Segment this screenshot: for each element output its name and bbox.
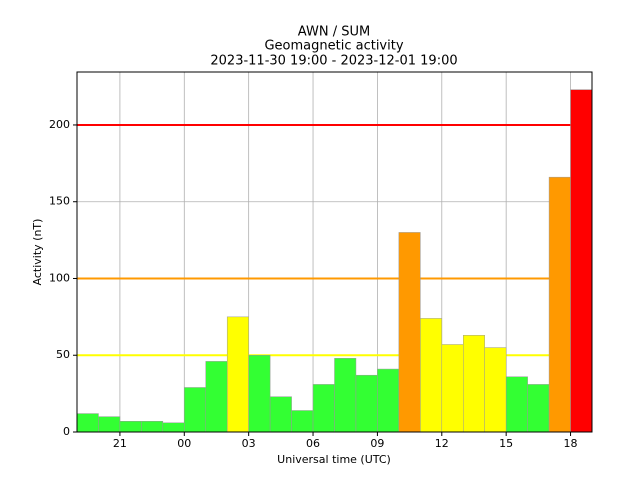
x-tick-label: 06 [306,437,320,450]
bar [548,176,571,433]
x-tick-label: 09 [370,437,384,450]
bar [463,335,485,433]
chart-title: AWN / SUM [298,25,370,40]
bar [291,410,314,433]
x-axis-label: Universal time (UTC) [277,453,391,466]
x-tick-label: 12 [435,437,449,450]
x-tick-label: 00 [177,437,191,450]
bar [184,387,207,433]
y-tick-label: 50 [56,348,70,361]
bar [226,316,249,433]
y-tick-label: 200 [49,118,70,131]
bar [484,347,507,433]
y-tick-label: 0 [63,425,70,438]
bar [441,344,464,433]
y-tick-label: 100 [49,271,70,284]
y-axis-label: Activity (nT) [31,219,44,286]
bar [334,358,357,433]
bar [527,384,550,433]
bar [398,232,421,433]
bar [162,422,185,433]
x-tick-label: 15 [499,437,513,450]
y-tick-label: 150 [49,195,70,208]
bar [420,318,443,433]
x-tick-label: 21 [113,437,127,450]
bar [205,361,228,433]
plot-frame [76,71,593,433]
bar [269,396,292,433]
bar [98,416,121,433]
bar [377,368,400,433]
bar [355,374,378,433]
bar [141,421,164,433]
bar [119,421,142,433]
chart-period: 2023-11-30 19:00 - 2023-12-01 19:00 [210,54,457,69]
x-tick-label: 18 [564,437,578,450]
bar [505,376,528,433]
bar [312,384,335,433]
chart-subtitle: Geomagnetic activity [264,39,403,54]
x-tick-label: 03 [242,437,256,450]
bar [570,89,593,433]
bar [248,354,271,433]
bar [76,413,99,433]
